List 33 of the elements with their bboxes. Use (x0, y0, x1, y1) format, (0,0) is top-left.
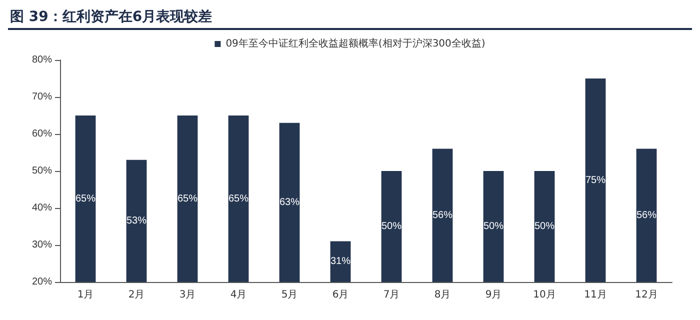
chart-title: 图 39：红利资产在6月表现较差 (8, 8, 692, 30)
data-label: 56% (432, 210, 453, 221)
y-tick-label: 60% (32, 128, 52, 140)
x-tick-label: 4月 (230, 290, 247, 300)
x-tick-label: 2月 (128, 290, 145, 300)
data-label: 63% (279, 196, 300, 208)
data-label: 31% (330, 256, 351, 268)
y-tick-label: 80% (32, 54, 52, 66)
y-tick-label: 70% (32, 92, 52, 102)
x-tick-label: 6月 (332, 290, 349, 300)
x-tick-label: 10月 (533, 290, 556, 300)
x-tick-label: 3月 (179, 290, 196, 300)
data-label: 50% (534, 221, 555, 232)
data-label: 50% (381, 221, 402, 232)
data-label: 65% (177, 193, 198, 204)
y-tick-label: 20% (32, 276, 52, 288)
data-label: 50% (483, 221, 504, 232)
x-tick-label: 9月 (485, 290, 502, 300)
y-tick-label: 40% (32, 202, 52, 214)
y-tick-label: 50% (32, 166, 52, 176)
data-label: 65% (75, 193, 96, 204)
y-tick-label: 30% (32, 240, 52, 250)
data-label: 56% (636, 210, 657, 221)
x-tick-label: 12月 (635, 290, 658, 300)
data-label: 75% (585, 174, 606, 186)
x-tick-label: 8月 (434, 290, 451, 300)
data-label: 53% (126, 215, 147, 226)
x-tick-label: 1月 (77, 290, 94, 300)
x-tick-label: 7月 (383, 290, 400, 300)
legend-label: 09年至今中证红利全收益超额概率(相对于沪深300全收益) (226, 38, 486, 50)
x-tick-label: 11月 (584, 290, 607, 300)
data-label: 65% (228, 193, 249, 204)
x-tick-label: 5月 (281, 290, 298, 300)
